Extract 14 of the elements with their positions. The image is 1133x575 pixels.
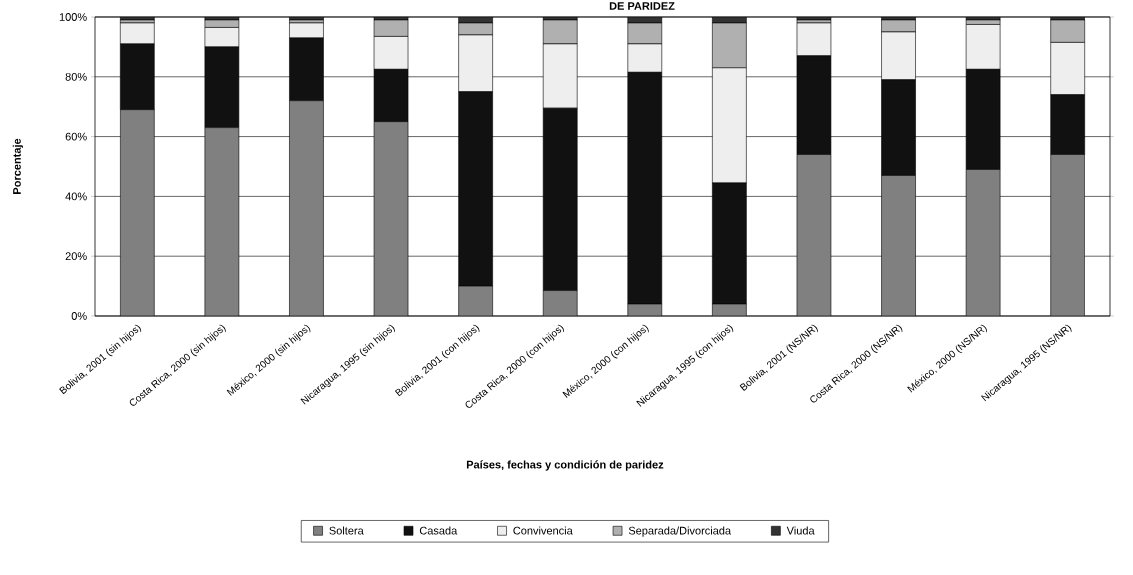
- y-tick-label: 20%: [65, 252, 87, 261]
- y-tick-label: 60%: [65, 132, 87, 141]
- y-tick-label: 40%: [65, 192, 87, 201]
- y-tick-label: 100%: [59, 13, 87, 21]
- legend-label: Convivencia: [513, 526, 573, 535]
- y-tick-label: 80%: [65, 72, 87, 81]
- legend-label: Casada: [419, 526, 458, 535]
- chart-title: DE PARIDEZ: [609, 2, 675, 10]
- y-tick-label: 0%: [71, 312, 87, 320]
- x-axis-title: Países, fechas y condición de paridez: [466, 460, 664, 471]
- legend-label: Viuda: [786, 526, 815, 535]
- legend-label: Soltera: [329, 526, 364, 535]
- y-axis-title: Porcentaje: [12, 138, 23, 194]
- legend-label: Separada/Divorciada: [628, 526, 732, 537]
